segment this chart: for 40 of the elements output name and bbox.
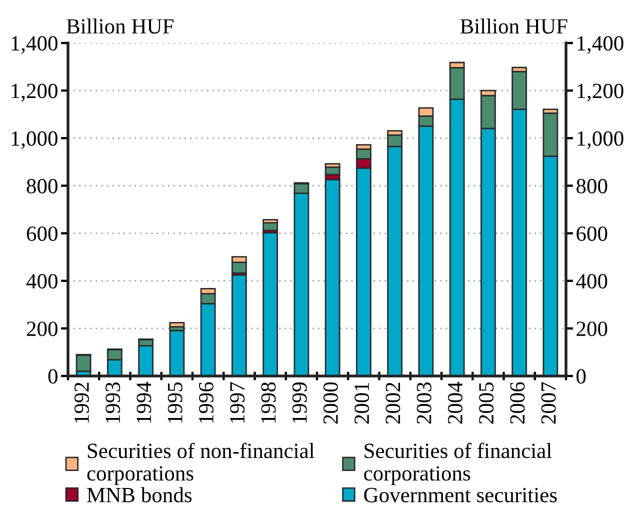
x-tick-label: 1994	[136, 382, 152, 423]
y-tick-label: 1,000	[12, 131, 58, 149]
y-tick-label: 200	[26, 322, 58, 336]
y-tick-label: 600	[26, 226, 58, 241]
y-tick-label: 400	[26, 274, 58, 289]
y-tick-label: 800	[26, 178, 58, 194]
y2-tick-label: 1,000	[578, 131, 624, 149]
x-tick-label: 1992	[74, 382, 89, 423]
x-tick-label: 1995	[168, 382, 182, 423]
y2-tick-label: 600	[576, 226, 608, 241]
legend-label: Securities of financial corporations	[364, 442, 552, 486]
y-tick-label: 1,400	[12, 36, 58, 54]
x-tick-label: 1996	[198, 382, 214, 423]
x-tick-label: 2001	[354, 382, 370, 424]
y2-tick-label: 800	[576, 178, 608, 194]
y2-tick-label: 0	[576, 369, 586, 384]
x-tick-label: 2007	[541, 382, 556, 424]
bar	[169, 322, 185, 328]
y2-tick-label: 200	[576, 322, 608, 336]
x-tick-label: 2005	[479, 382, 494, 424]
y-axis-title: Billion HUF	[66, 18, 174, 34]
y2-axis-title: Billion HUF	[460, 18, 568, 34]
x-tick-label: 1998	[261, 382, 276, 423]
x-tick-label: 2003	[416, 382, 432, 424]
y2-tick-label: 400	[576, 274, 608, 289]
x-tick-label: 2006	[510, 382, 525, 424]
x-tick-label: 2004	[448, 382, 462, 424]
legend-label: Government securities	[364, 488, 557, 502]
legend-label: MNB bonds	[87, 487, 192, 502]
x-tick-label: 2000	[323, 382, 338, 424]
x-tick-label: 1999	[292, 382, 307, 423]
y-tick-label: 0	[48, 369, 58, 384]
x-tick-label: 1997	[230, 382, 245, 423]
y2-tick-label: 1,400	[578, 36, 624, 54]
x-tick-label: 1993	[106, 382, 120, 423]
y-tick-label: 1,200	[12, 84, 58, 102]
y2-tick-label: 1,200	[578, 84, 624, 102]
legend-label: Securities of non-financial corporations	[87, 442, 314, 486]
bar	[76, 354, 92, 372]
x-tick-label: 2002	[386, 382, 400, 424]
